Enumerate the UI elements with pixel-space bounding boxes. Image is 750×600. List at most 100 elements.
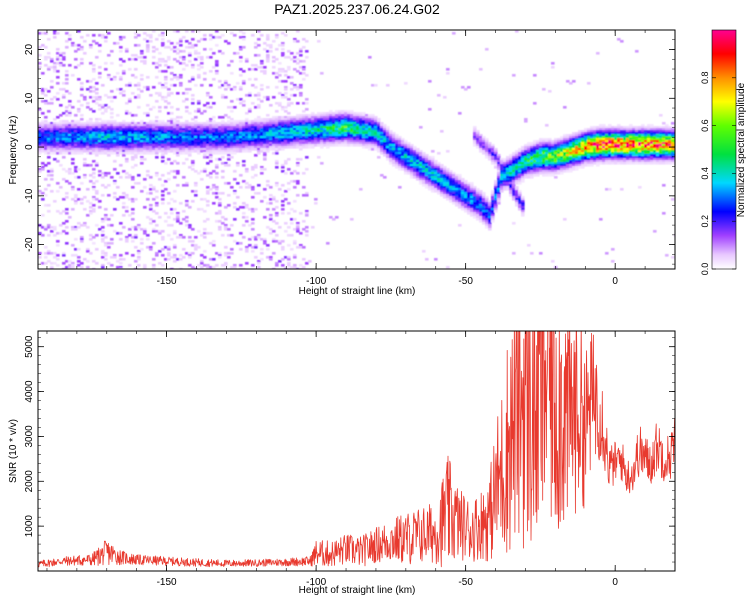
heatmap-cell xyxy=(500,176,504,179)
heatmap-cell xyxy=(62,136,66,139)
heatmap-cell xyxy=(209,128,213,131)
heatmap-cell xyxy=(218,128,222,131)
heatmap-cell xyxy=(317,156,321,159)
heatmap-cell xyxy=(551,260,555,263)
heatmap-cell xyxy=(206,130,210,133)
heatmap-cell xyxy=(341,138,345,141)
heatmap-cell xyxy=(557,160,561,163)
heatmap-cell xyxy=(476,130,480,133)
heatmap-cell xyxy=(254,122,258,125)
heatmap-cell xyxy=(188,154,192,157)
heatmap-cell xyxy=(449,172,453,175)
heatmap-cell xyxy=(563,142,567,145)
heatmap-cell xyxy=(176,214,180,217)
heatmap-cell xyxy=(164,146,168,149)
heatmap-cell xyxy=(521,172,525,175)
heatmap-cell xyxy=(125,128,129,131)
heatmap-cell xyxy=(83,146,87,149)
heatmap-cell xyxy=(578,152,582,155)
heatmap-cell xyxy=(128,264,132,267)
heatmap-cell xyxy=(41,136,45,139)
heatmap-cell xyxy=(320,162,324,165)
heatmap-cell xyxy=(161,150,165,153)
heatmap-cell xyxy=(491,156,495,159)
heatmap-cell xyxy=(191,66,195,69)
heatmap-cell xyxy=(59,142,63,145)
heatmap-cell xyxy=(338,140,342,143)
heatmap-cell xyxy=(179,234,183,237)
heatmap-cell xyxy=(65,124,69,127)
heatmap-cell xyxy=(590,128,594,131)
heatmap-cell xyxy=(386,130,390,133)
heatmap-cell xyxy=(215,44,219,47)
heatmap-cell xyxy=(590,126,594,129)
heatmap-cell xyxy=(515,178,519,181)
heatmap-cell xyxy=(227,146,231,149)
heatmap-cell xyxy=(188,152,192,155)
heatmap-cell xyxy=(113,230,117,233)
heatmap-cell xyxy=(227,140,231,143)
heatmap-cell xyxy=(287,168,291,171)
heatmap-cell xyxy=(62,168,66,171)
heatmap-cell xyxy=(581,152,585,155)
heatmap-cell xyxy=(266,86,270,89)
heatmap-cell xyxy=(527,146,531,149)
heatmap-cell xyxy=(152,242,156,245)
heatmap-cell xyxy=(194,120,198,123)
heatmap-cell xyxy=(506,174,510,177)
heatmap-cell xyxy=(56,150,60,153)
heatmap-cell xyxy=(146,246,150,249)
heatmap-cell xyxy=(410,172,414,175)
heatmap-cell xyxy=(140,124,144,127)
heatmap-cell xyxy=(353,124,357,127)
heatmap-cell xyxy=(179,50,183,53)
heatmap-cell xyxy=(281,42,285,45)
heatmap-cell xyxy=(155,174,159,177)
heatmap-cell xyxy=(479,148,483,151)
heatmap-cell xyxy=(71,132,75,135)
heatmap-cell xyxy=(578,150,582,153)
heatmap-cell xyxy=(341,144,345,147)
heatmap-cell xyxy=(293,240,297,243)
heatmap-cell xyxy=(212,66,216,69)
heatmap-cell xyxy=(218,212,222,215)
heatmap-cell xyxy=(350,136,354,139)
heatmap-cell xyxy=(497,154,501,157)
heatmap-cell xyxy=(71,44,75,47)
heatmap-cell xyxy=(50,86,54,89)
heatmap-cell xyxy=(410,160,414,163)
heatmap-cell xyxy=(464,186,468,189)
heatmap-cell xyxy=(119,222,123,225)
heatmap-cell xyxy=(557,150,561,153)
heatmap-cell xyxy=(359,122,363,125)
heatmap-cell xyxy=(434,176,438,179)
heatmap-cell xyxy=(290,136,294,139)
heatmap-cell xyxy=(119,196,123,199)
heatmap-cell xyxy=(221,34,225,37)
heatmap-cell xyxy=(50,168,54,171)
heatmap-cell xyxy=(134,134,138,137)
heatmap-cell xyxy=(332,144,336,147)
heatmap-cell xyxy=(239,46,243,49)
heatmap-cell xyxy=(128,112,132,115)
heatmap-cell xyxy=(560,172,564,175)
heatmap-cell xyxy=(440,170,444,173)
heatmap-cell xyxy=(266,248,270,251)
heatmap-cell xyxy=(158,134,162,137)
heatmap-cell xyxy=(164,136,168,139)
heatmap-cell xyxy=(140,90,144,93)
heatmap-cell xyxy=(71,254,75,257)
heatmap-cell xyxy=(89,150,93,153)
heatmap-cell xyxy=(233,202,237,205)
heatmap-cell xyxy=(131,130,135,133)
heatmap-cell xyxy=(92,196,96,199)
heatmap-cell xyxy=(131,150,135,153)
heatmap-cell xyxy=(500,158,504,161)
heatmap-cell xyxy=(110,148,114,151)
heatmap-cell xyxy=(212,124,216,127)
heatmap-cell xyxy=(458,204,462,207)
heatmap-cell xyxy=(62,252,66,255)
heatmap-cell xyxy=(518,160,522,163)
heatmap-cell xyxy=(92,78,96,81)
